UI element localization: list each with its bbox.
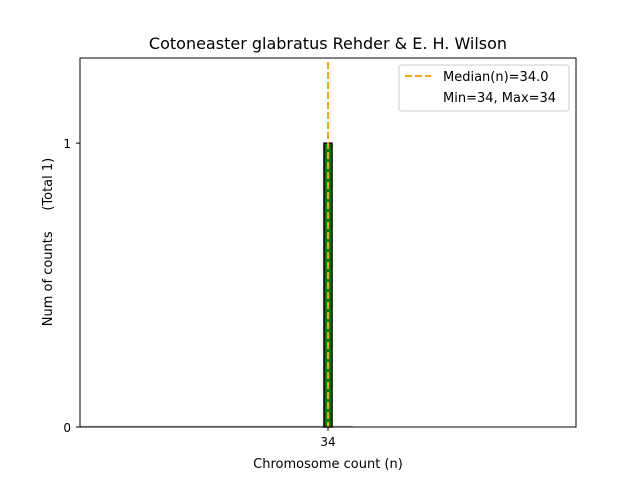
legend-box bbox=[398, 64, 570, 112]
chart-title: Cotoneaster glabratus Rehder & E. H. Wil… bbox=[149, 34, 507, 53]
legend-median-label: Median(n)=34.0 bbox=[443, 70, 549, 85]
legend-minmax-label: Min=34, Max=34 bbox=[443, 91, 556, 106]
y-tick-label-0: 0 bbox=[63, 421, 71, 435]
plot-area: 34 0 1 bbox=[63, 62, 353, 449]
y-tick-label-1: 1 bbox=[63, 137, 71, 151]
x-tick-label-34: 34 bbox=[320, 435, 335, 449]
x-axis-label: Chromosome count (n) bbox=[253, 457, 403, 472]
legend: Median(n)=34.0 Min=34, Max=34 bbox=[398, 64, 570, 112]
y-axis-label: Num of counts (Total 1) bbox=[41, 158, 56, 326]
axes-frame bbox=[79, 57, 577, 428]
